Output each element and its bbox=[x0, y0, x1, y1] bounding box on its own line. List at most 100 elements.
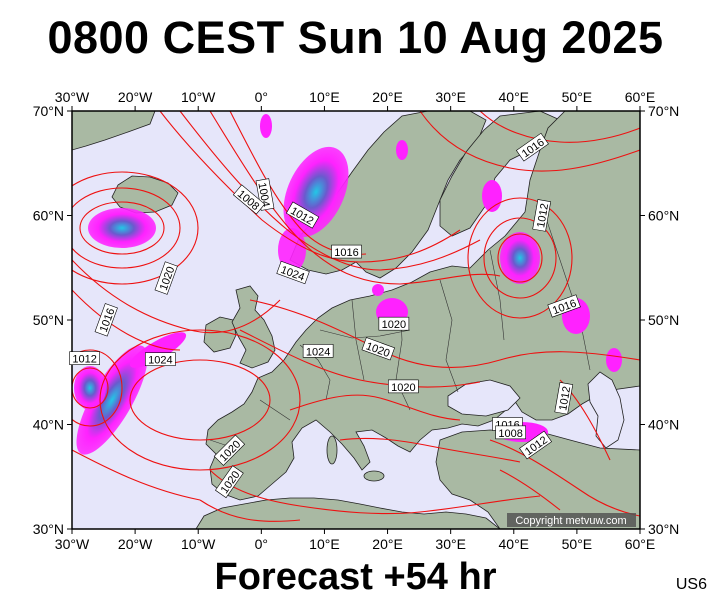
forecast-label: Forecast +54 hr bbox=[214, 556, 497, 598]
landmass-great-britain bbox=[231, 285, 276, 369]
landmass-iceland bbox=[111, 175, 179, 214]
lon-label-top: 60°E bbox=[625, 89, 656, 105]
isobar-line bbox=[339, 437, 521, 463]
isobar-line bbox=[72, 259, 281, 334]
lat-label-left: 40°N bbox=[33, 417, 64, 433]
isobar-ring bbox=[483, 217, 557, 299]
isobar-line bbox=[249, 299, 640, 368]
isobar-line bbox=[289, 394, 461, 421]
isobar-label: 1020 bbox=[388, 379, 419, 394]
precip-russia-low bbox=[500, 232, 540, 284]
isobar-ring bbox=[72, 367, 109, 409]
lon-label-top: 10°E bbox=[309, 89, 340, 105]
isobar-label-text: 1012 bbox=[535, 203, 551, 229]
isobar-line bbox=[209, 111, 501, 285]
lat-label-left: 50°N bbox=[33, 312, 64, 328]
isobar-label-text: 1008 bbox=[498, 428, 522, 440]
lon-label-top: 0° bbox=[255, 89, 268, 105]
tick-marks bbox=[67, 106, 645, 534]
landmass-ireland bbox=[203, 316, 237, 353]
lat-label-right: 30°N bbox=[648, 521, 679, 537]
copyright-text: Copyright metvuw.com bbox=[515, 515, 626, 527]
isobar-line bbox=[179, 111, 481, 271]
lon-label-bottom: 40°E bbox=[499, 536, 530, 552]
isobar-ring bbox=[79, 201, 165, 255]
isobar-label: 1020 bbox=[378, 316, 410, 331]
lon-label-top: 30°W bbox=[55, 89, 90, 105]
map-frame: 30°W 20°W 10°W 0° 10°E 20°E 30°E 40°E 50°E 60°E 3… bbox=[33, 89, 680, 552]
isobar-ring bbox=[72, 187, 181, 269]
isobar-ring bbox=[497, 233, 543, 283]
isobar-line bbox=[159, 111, 461, 263]
lon-label-bottom: 10°E bbox=[309, 536, 340, 552]
precip-shetland bbox=[260, 114, 272, 138]
isobar-label: 1024 bbox=[145, 352, 176, 367]
lat-label-left: 70°N bbox=[33, 103, 64, 119]
lon-label-top: 20°E bbox=[372, 89, 403, 105]
lon-label-top: 50°E bbox=[562, 89, 593, 105]
lon-labels-bottom: 30°W 20°W 10°W 0° 10°E 20°E 30°E 40°E 50°E 60°E bbox=[55, 536, 655, 552]
isobar-label: 1012 bbox=[554, 382, 573, 415]
isobar-label: 1008 bbox=[495, 425, 526, 440]
lat-label-right: 70°N bbox=[648, 103, 679, 119]
precip-kazakhstan bbox=[606, 348, 622, 372]
island-sicily bbox=[363, 470, 385, 482]
lon-label-bottom: 50°E bbox=[562, 536, 593, 552]
isobar-label-text: 1020 bbox=[391, 382, 415, 394]
lon-label-bottom: 0° bbox=[255, 536, 268, 552]
isobar-label-text: 1012 bbox=[557, 385, 573, 411]
isobar-label: 1016 bbox=[331, 244, 362, 259]
copyright-box: Copyright metvuw.com bbox=[507, 513, 636, 527]
precip-atlantic-low bbox=[74, 366, 106, 410]
lat-label-right: 40°N bbox=[648, 417, 679, 433]
lon-label-bottom: 30°E bbox=[435, 536, 466, 552]
lon-label-top: 20°W bbox=[118, 89, 153, 105]
isobar-label-text: 1024 bbox=[306, 346, 330, 358]
landmass-greenland bbox=[72, 111, 156, 151]
isobar-label: 1012 bbox=[69, 351, 100, 366]
lon-label-bottom: 20°E bbox=[372, 536, 403, 552]
precip-atlantic-band bbox=[76, 345, 148, 455]
lat-label-left: 60°N bbox=[33, 208, 64, 224]
lat-label-right: 60°N bbox=[648, 208, 679, 224]
island-corsica-sardinia bbox=[326, 435, 338, 465]
isobar-label: 1024 bbox=[302, 344, 334, 358]
lon-label-top: 10°W bbox=[181, 89, 216, 105]
isobar-label: 1012 bbox=[532, 199, 551, 232]
lat-label-left: 30°N bbox=[33, 521, 64, 537]
isobar-label-text: 1020 bbox=[382, 319, 406, 331]
sea-caspian-sea bbox=[587, 371, 625, 449]
isobar-ring bbox=[129, 359, 271, 441]
model-label: US6 bbox=[675, 576, 707, 593]
lat-labels-right: 70°N 60°N 50°N 40°N 30°N bbox=[648, 103, 679, 537]
isobar-label-text: 1012 bbox=[72, 354, 96, 366]
precip-scandinavia-east bbox=[396, 140, 408, 160]
isobar-line bbox=[419, 111, 640, 172]
lon-label-bottom: 10°W bbox=[181, 536, 216, 552]
lon-label-top: 30°E bbox=[435, 89, 466, 105]
isobar-ring bbox=[72, 171, 199, 285]
isobar-line bbox=[72, 449, 201, 501]
isobar-line bbox=[479, 111, 640, 143]
isobar-ring bbox=[467, 197, 573, 319]
lat-label-right: 50°N bbox=[648, 312, 679, 328]
isobar-line bbox=[489, 439, 640, 517]
precip-atlantic-arc bbox=[129, 332, 187, 368]
isobar-label-text: 1024 bbox=[148, 355, 172, 367]
isobar-line bbox=[72, 289, 181, 351]
lon-label-bottom: 30°W bbox=[55, 536, 90, 552]
lon-label-top: 40°E bbox=[499, 89, 530, 105]
lat-labels-left: 70°N 60°N 50°N 40°N 30°N bbox=[33, 103, 64, 537]
lon-label-bottom: 20°W bbox=[118, 536, 153, 552]
isobar-line bbox=[209, 469, 541, 515]
map-title: 0800 CEST Sun 10 Aug 2025 bbox=[47, 12, 664, 63]
lon-labels-top: 30°W 20°W 10°W 0° 10°E 20°E 30°E 40°E 50°E 60°E bbox=[55, 89, 655, 105]
isobar-line bbox=[199, 499, 301, 522]
precip-baltic bbox=[372, 284, 384, 296]
isobar-ring bbox=[72, 349, 123, 427]
isobar-line bbox=[499, 469, 561, 511]
precip-iceland-low bbox=[88, 208, 156, 248]
lon-label-bottom: 60°E bbox=[625, 536, 656, 552]
isobars-layer bbox=[72, 111, 640, 522]
